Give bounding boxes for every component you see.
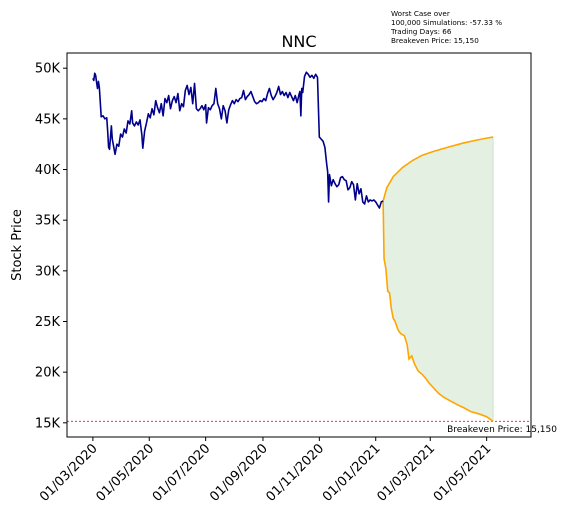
projection-lower-line (382, 200, 494, 422)
x-axis: 01/03/202001/05/202001/07/202001/09/2020… (37, 437, 494, 505)
y-tick-label: 30K (35, 264, 61, 279)
x-tick-label: 01/05/2020 (94, 441, 158, 505)
projection-band (383, 137, 494, 422)
y-tick-label: 15K (35, 416, 61, 431)
price-history-line (92, 71, 384, 209)
y-tick-label: 45K (35, 112, 61, 127)
annotation-line: Breakeven Price: 15,150 (391, 36, 479, 45)
y-tick-label: 20K (35, 366, 61, 381)
plot-frame (66, 52, 532, 438)
x-tick-label: 01/09/2020 (207, 441, 271, 505)
plot-series-layer (67, 71, 531, 422)
plot-area (66, 52, 532, 438)
x-tick-label: 01/03/2021 (375, 441, 439, 505)
y-tick-label: 40K (35, 163, 61, 178)
y-tick-label: 50K (35, 62, 61, 77)
annotation-line: 100,000 Simulations: -57.33 % (391, 18, 503, 27)
y-axis: 15K 20K 25K 30K 35K 40K 45K 50K (35, 62, 67, 431)
worst-case-annotation: Worst Case over 100,000 Simulations: -57… (391, 9, 502, 45)
y-tick-label: 25K (35, 315, 61, 330)
projection-upper-line (382, 136, 494, 202)
breakeven-label: Breakeven Price: 15,150 (447, 425, 557, 435)
annotation-line: Worst Case over (391, 9, 450, 18)
annotation-line: Trading Days: 66 (391, 27, 452, 36)
x-tick-label: 01/11/2020 (264, 441, 328, 505)
chart-title: NNC (281, 32, 316, 51)
x-tick-label: 01/05/2021 (431, 441, 495, 505)
x-tick-label: 01/01/2021 (320, 441, 384, 505)
x-tick-label: 01/03/2020 (37, 441, 101, 505)
y-tick-label: 35K (35, 214, 61, 229)
x-tick-label: 01/07/2020 (150, 441, 214, 505)
y-axis-label: Stock Price (10, 209, 25, 281)
